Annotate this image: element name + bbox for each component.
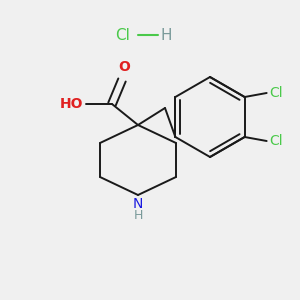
- Text: O: O: [118, 60, 130, 74]
- Text: N: N: [133, 197, 143, 211]
- Text: Cl: Cl: [270, 134, 283, 148]
- Text: Cl: Cl: [115, 28, 130, 43]
- Text: H: H: [160, 28, 172, 43]
- Text: H: H: [133, 209, 143, 222]
- Text: HO: HO: [59, 97, 83, 111]
- Text: Cl: Cl: [270, 86, 283, 100]
